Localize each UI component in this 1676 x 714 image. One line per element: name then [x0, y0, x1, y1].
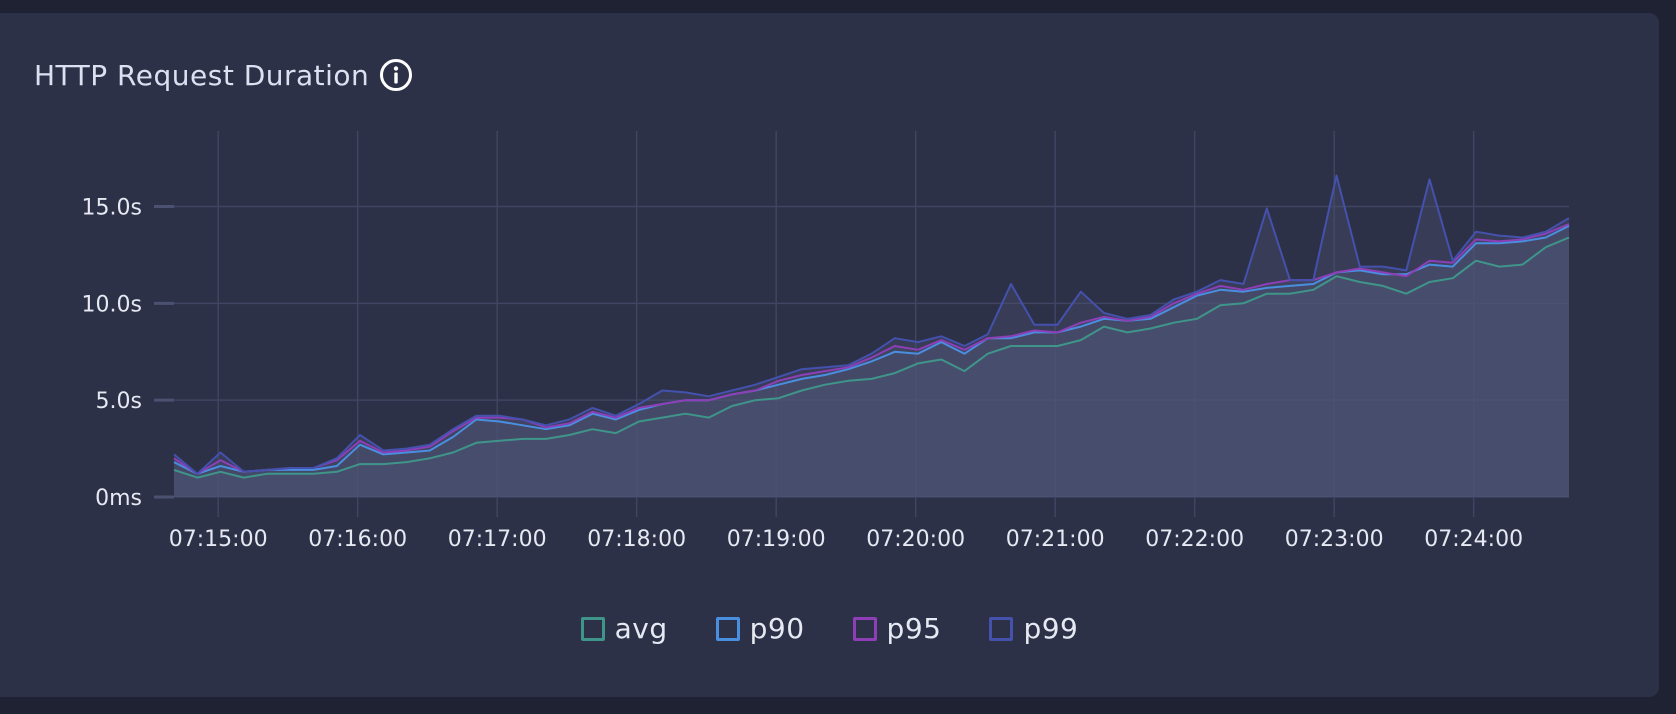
area-fill	[174, 175, 1569, 497]
area-avg	[174, 237, 1569, 497]
grid	[154, 131, 1569, 517]
y-tick-label: 0ms	[95, 486, 142, 511]
legend-swatch	[715, 616, 740, 641]
legend-swatch	[989, 616, 1014, 641]
legend-swatch	[852, 616, 877, 641]
legend-item-p99[interactable]: p99	[989, 612, 1078, 645]
x-tick-label: 07:18:00	[587, 527, 686, 552]
line-p95	[173, 223, 1570, 475]
info-icon[interactable]	[379, 58, 413, 92]
legend-label: p99	[1023, 612, 1079, 645]
x-tick-label: 07:19:00	[727, 527, 826, 552]
x-tick-label: 07:23:00	[1285, 527, 1384, 552]
line-avg	[173, 236, 1570, 479]
x-tick-label: 07:20:00	[866, 527, 965, 552]
x-tick-label: 07:21:00	[1006, 527, 1105, 552]
area-p99	[174, 175, 1569, 497]
y-tick-label: 10.0s	[82, 292, 142, 317]
x-tick-label: 07:22:00	[1145, 527, 1244, 552]
legend-label: avg	[614, 612, 668, 645]
panel-header: HTTP Request Duration	[34, 58, 413, 92]
legend: avg p90 p95 p99	[0, 612, 1659, 645]
line-p99	[173, 174, 1570, 475]
legend-label: p95	[886, 612, 942, 645]
panel-title: HTTP Request Duration	[34, 58, 370, 92]
x-tick-label: 07:17:00	[448, 527, 547, 552]
legend-item-avg[interactable]: avg	[580, 612, 668, 645]
legend-item-p95[interactable]: p95	[852, 612, 942, 645]
y-axis-ticks: 0ms 5.0s 10.0s 15.0s	[82, 196, 142, 511]
y-tick-label: 15.0s	[82, 196, 142, 221]
y-tick-label: 5.0s	[96, 389, 142, 414]
x-axis-ticks: 07:15:00 07:16:00 07:17:00 07:18:00 07:19:00…	[169, 527, 1523, 552]
x-tick-label: 07:24:00	[1424, 527, 1523, 552]
legend-item-p90[interactable]: p90	[715, 612, 805, 645]
legend-label: p90	[749, 612, 805, 645]
x-tick-label: 07:16:00	[308, 527, 407, 552]
legend-swatch	[580, 616, 605, 641]
x-tick-label: 07:15:00	[169, 527, 268, 552]
chart-panel	[0, 13, 1659, 697]
series-lines	[173, 174, 1570, 479]
